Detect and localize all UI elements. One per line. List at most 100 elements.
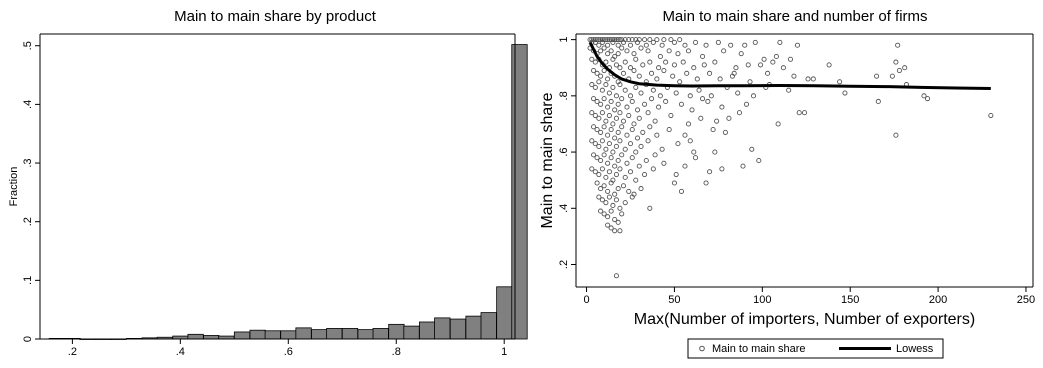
scatter-point	[636, 73, 642, 79]
scatter-point	[608, 155, 614, 161]
y-tick-label: .4	[22, 100, 34, 109]
y-tick-label: .3	[22, 158, 34, 167]
y-tick-label: 0	[22, 336, 34, 342]
scatter-point	[631, 121, 637, 127]
x-tick-label: 250	[1017, 294, 1035, 306]
scatter-point	[591, 96, 597, 102]
scatter-point	[666, 127, 672, 133]
scatter-point	[619, 152, 625, 158]
scatter-point	[606, 112, 612, 119]
scatter-point	[601, 183, 607, 189]
scatter-point	[736, 110, 743, 116]
histogram-bar	[249, 329, 266, 340]
histogram-bar	[480, 312, 497, 340]
scatter-point	[657, 93, 663, 99]
scatter-point	[647, 59, 653, 65]
scatter-point	[656, 65, 662, 71]
histogram-bar	[326, 328, 343, 340]
scatter-point	[633, 177, 639, 183]
histogram-bar	[511, 44, 528, 340]
scatter-point	[598, 48, 604, 54]
scatter-point	[770, 59, 776, 65]
scatter-point	[617, 228, 623, 234]
scatter-point	[608, 208, 614, 214]
scatter-point	[613, 197, 619, 203]
scatter-point	[761, 56, 767, 62]
scatter-point	[733, 65, 739, 71]
scatter-point	[605, 104, 611, 110]
scatter-point	[717, 76, 723, 82]
scatter-point	[624, 48, 630, 54]
scatter-point	[610, 37, 616, 43]
scatter-point	[657, 53, 663, 60]
scatter-point	[620, 70, 627, 76]
scatter-point	[659, 42, 665, 48]
scatter-point	[895, 42, 901, 48]
scatter-point	[988, 112, 994, 119]
scatter-point	[619, 45, 625, 51]
scatter-point	[617, 82, 623, 88]
histogram-bar	[295, 327, 312, 340]
scatter-point	[801, 110, 808, 116]
scatter-point	[624, 132, 630, 138]
scatter-point	[606, 194, 612, 200]
scatter-point	[780, 65, 786, 71]
y-tick-label: .2	[558, 260, 570, 269]
y-tick-label: .4	[558, 204, 570, 213]
y-tick-label: .8	[558, 91, 570, 100]
scatter-point	[606, 37, 612, 43]
scatter-point	[598, 101, 604, 107]
histogram-bar	[311, 329, 328, 340]
scatter-point	[661, 37, 667, 43]
scatter-point	[610, 121, 616, 127]
scatter-point	[589, 110, 595, 116]
scatter-point	[719, 166, 725, 172]
scatter-point	[605, 132, 611, 138]
scatter-point	[596, 115, 602, 121]
legend-marker-icon	[699, 345, 705, 352]
scatter-point	[605, 188, 611, 194]
scatter-point	[765, 70, 771, 76]
scatter-point	[605, 76, 611, 82]
scatter-y-axis-label: Main to main share	[539, 92, 556, 228]
scatter-point	[613, 37, 619, 43]
scatter-point	[592, 37, 598, 43]
scatter-point	[654, 76, 660, 82]
scatter-point	[601, 45, 607, 51]
scatter-x-axis-label: Max(Number of importers, Number of expor…	[634, 311, 975, 328]
scatter-point	[603, 82, 609, 88]
scatter-point	[678, 101, 685, 107]
scatter-point	[601, 124, 607, 130]
histogram-bars	[48, 44, 528, 340]
scatter-point	[652, 152, 658, 158]
scatter-point	[668, 37, 674, 43]
scatter-point	[634, 135, 641, 141]
scatter-point	[726, 115, 732, 121]
scatter-point	[620, 183, 627, 189]
scatter-point	[624, 160, 630, 166]
scatter-point	[617, 205, 623, 211]
scatter-point	[661, 67, 667, 74]
scatter-point	[631, 67, 637, 74]
scatter-point	[640, 62, 646, 68]
scatter-point	[612, 191, 618, 197]
scatter-point	[700, 53, 706, 60]
scatter-point	[722, 129, 728, 135]
x-tick-label: 0	[583, 294, 589, 306]
scatter-point	[592, 141, 598, 147]
scatter-point	[589, 37, 595, 43]
scatter-point	[606, 90, 612, 96]
scatter-point	[596, 172, 602, 178]
x-tick-label: 50	[668, 294, 680, 306]
scatter-point	[710, 127, 716, 133]
scatter-legend: Main to main share Lowess	[687, 338, 944, 359]
scatter-point	[666, 48, 672, 54]
scatter-point	[643, 42, 649, 48]
scatter-point	[596, 37, 602, 43]
histogram-bar	[264, 330, 281, 340]
histogram-bar	[449, 318, 467, 340]
y-tick-label: .5	[22, 41, 34, 50]
scatter-point	[601, 211, 607, 217]
x-tick-label: 1	[501, 346, 507, 358]
